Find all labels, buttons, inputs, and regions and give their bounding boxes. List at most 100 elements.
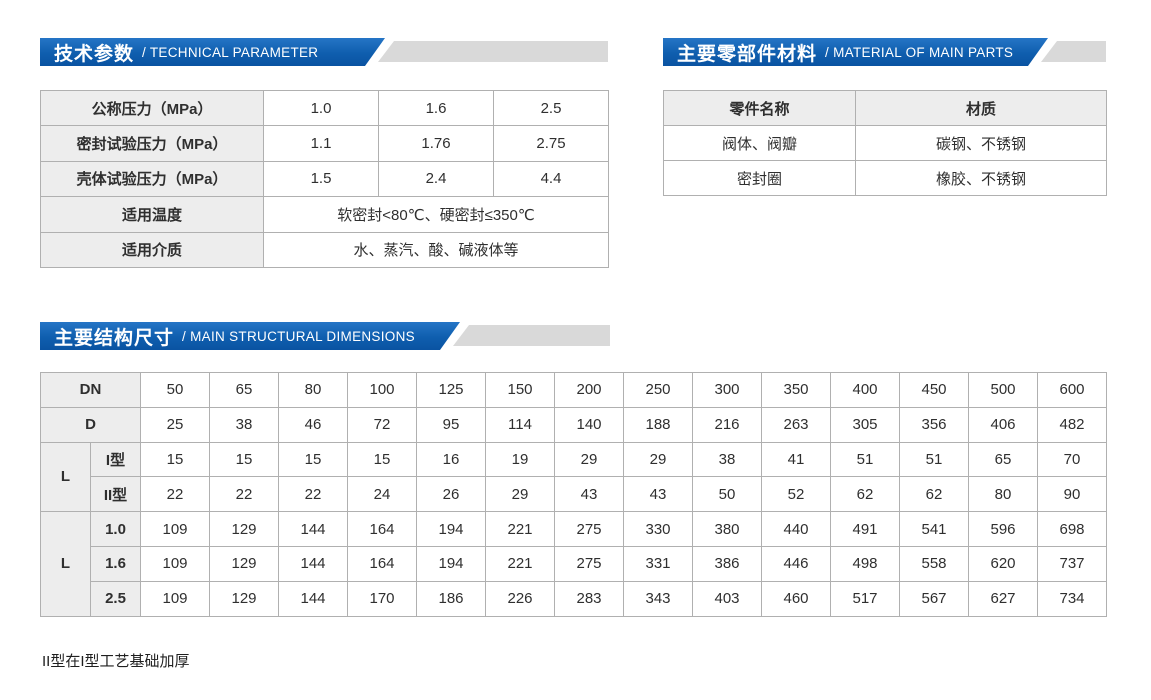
- dimension-value-cell: 380: [692, 511, 763, 547]
- dimension-value-cell: 558: [899, 545, 970, 582]
- technical-parameter-banner: 技术参数 / TECHNICAL PARAMETER: [40, 38, 608, 66]
- dimension-value-cell: 65: [968, 441, 1039, 478]
- dimension-value-cell: 62: [830, 476, 901, 513]
- l-pn16-row: 1.6 109 129 144 164 194 221 275 331 386 446 498 558…: [41, 545, 1108, 582]
- value-cell: 1.6: [378, 89, 494, 127]
- dimensions-table: DN 50 65 80 100 125 150 200 250 300 350 400 450 500 6…: [39, 372, 1108, 617]
- dimension-value-cell: 194: [416, 511, 487, 547]
- dimension-value-cell: 216: [692, 406, 763, 443]
- dimension-value-cell: 52: [761, 476, 832, 513]
- banner-blue-ribbon: 主要结构尺寸 / MAIN STRUCTURAL DIMENSIONS: [40, 322, 460, 350]
- dimension-value-cell: 491: [830, 511, 901, 547]
- dimension-value-cell: 596: [968, 511, 1039, 547]
- footnote: II型在I型工艺基础加厚: [42, 653, 190, 670]
- dimension-value-cell: 70: [1037, 441, 1108, 478]
- column-header: 材质: [855, 90, 1107, 126]
- dimension-value-cell: 140: [554, 406, 625, 443]
- dimension-value-cell: 25: [140, 406, 211, 443]
- dimension-value-cell: 460: [761, 580, 832, 617]
- dimension-value-cell: 188: [623, 406, 694, 443]
- row-label: 公称压力（MPa）: [40, 89, 264, 127]
- dimension-value-cell: 129: [209, 545, 280, 582]
- part-name-cell: 阀体、阀瓣: [663, 125, 856, 161]
- table-row: 适用介质 水、蒸汽、酸、碱液体等: [40, 231, 609, 268]
- column-header: 零件名称: [663, 90, 856, 126]
- row-sublabel: II型: [89, 476, 142, 513]
- dimension-value-cell: 446: [761, 545, 832, 582]
- dimension-value-cell: 109: [140, 545, 211, 582]
- row-group-label: L: [40, 511, 91, 617]
- dimension-value-cell: 51: [899, 441, 970, 478]
- dimension-value-cell: 737: [1037, 545, 1108, 582]
- table-row: 密封圈 橡胶、不锈钢: [663, 160, 1107, 196]
- dimension-value-cell: 29: [485, 476, 556, 513]
- dimension-value-cell: 109: [140, 511, 211, 547]
- dimension-value-cell: 29: [623, 441, 694, 478]
- row-label: 适用温度: [40, 196, 264, 233]
- banner-gray-bar: [453, 325, 610, 346]
- dimension-value-cell: 15: [209, 441, 280, 478]
- dimension-value-cell: 38: [692, 441, 763, 478]
- dimension-value-cell: 24: [347, 476, 418, 513]
- value-cell: 水、蒸汽、酸、碱液体等: [263, 231, 609, 268]
- dimension-value-cell: 43: [623, 476, 694, 513]
- material-cell: 橡胶、不锈钢: [855, 160, 1107, 196]
- row-sublabel: I型: [89, 441, 142, 478]
- dimension-value-cell: 164: [347, 545, 418, 582]
- material-cell: 碳钢、不锈钢: [855, 125, 1107, 161]
- materials-table: 零件名称 材质 阀体、阀瓣 碳钢、不锈钢 密封圈 橡胶、不锈钢: [663, 90, 1107, 196]
- dimension-value-cell: 275: [554, 545, 625, 582]
- banner-blue-ribbon: 主要零部件材料 / MATERIAL OF MAIN PARTS: [663, 38, 1048, 66]
- dimension-value-cell: 440: [761, 511, 832, 547]
- dimension-value-cell: 517: [830, 580, 901, 617]
- table-header-row: 零件名称 材质: [663, 90, 1107, 126]
- technical-parameter-table: 公称压力（MPa） 1.0 1.6 2.5 密封试验压力（MPa） 1.1 1.…: [40, 89, 609, 268]
- dimension-value-cell: 22: [209, 476, 280, 513]
- row-label: 壳体试验压力（MPa）: [40, 160, 264, 198]
- dimension-value-cell: 400: [830, 372, 901, 408]
- dimension-value-cell: 90: [1037, 476, 1108, 513]
- banner-blue-ribbon: 技术参数 / TECHNICAL PARAMETER: [40, 38, 385, 66]
- row-label: 适用介质: [40, 231, 264, 268]
- dimension-value-cell: 300: [692, 372, 763, 408]
- dimension-value-cell: 109: [140, 580, 211, 617]
- value-cell: 1.76: [378, 125, 494, 162]
- value-cell: 软密封<80℃、硬密封≤350℃: [263, 196, 609, 233]
- dimension-value-cell: 125: [416, 372, 487, 408]
- dimension-value-cell: 500: [968, 372, 1039, 408]
- dimension-value-cell: 51: [830, 441, 901, 478]
- row-sublabel: 1.6: [89, 545, 142, 582]
- dimension-value-cell: 114: [485, 406, 556, 443]
- row-sublabel: 1.0: [89, 511, 142, 547]
- dimension-value-cell: 15: [278, 441, 349, 478]
- table-row: 阀体、阀瓣 碳钢、不锈钢: [663, 125, 1107, 161]
- material-of-main-parts-banner: 主要零部件材料 / MATERIAL OF MAIN PARTS: [663, 38, 1106, 66]
- dimension-value-cell: 144: [278, 580, 349, 617]
- value-cell: 1.1: [263, 125, 379, 162]
- dimension-value-cell: 263: [761, 406, 832, 443]
- dimension-value-cell: 26: [416, 476, 487, 513]
- banner-gray-bar: [378, 41, 608, 62]
- dimension-value-cell: 15: [347, 441, 418, 478]
- dimension-value-cell: 129: [209, 511, 280, 547]
- dimension-value-cell: 144: [278, 545, 349, 582]
- dimension-value-cell: 15: [140, 441, 211, 478]
- section-title-en: / MATERIAL OF MAIN PARTS: [825, 44, 1014, 60]
- dimension-value-cell: 19: [485, 441, 556, 478]
- dimension-value-cell: 734: [1037, 580, 1108, 617]
- dimension-value-cell: 567: [899, 580, 970, 617]
- dimension-value-cell: 331: [623, 545, 694, 582]
- dimension-value-cell: 95: [416, 406, 487, 443]
- value-cell: 1.5: [263, 160, 379, 198]
- l-pn25-row: 2.5 109 129 144 170 186 226 283 343 403 460 517 567…: [41, 580, 1108, 617]
- dimension-value-cell: 170: [347, 580, 418, 617]
- dimension-value-cell: 50: [140, 372, 211, 408]
- dimension-value-cell: 194: [416, 545, 487, 582]
- section-title-en: / TECHNICAL PARAMETER: [142, 44, 319, 60]
- dimension-value-cell: 80: [278, 372, 349, 408]
- dimension-value-cell: 620: [968, 545, 1039, 582]
- dimension-value-cell: 80: [968, 476, 1039, 513]
- dimension-value-cell: 350: [761, 372, 832, 408]
- dimension-value-cell: 482: [1037, 406, 1108, 443]
- row-label: DN: [39, 372, 142, 408]
